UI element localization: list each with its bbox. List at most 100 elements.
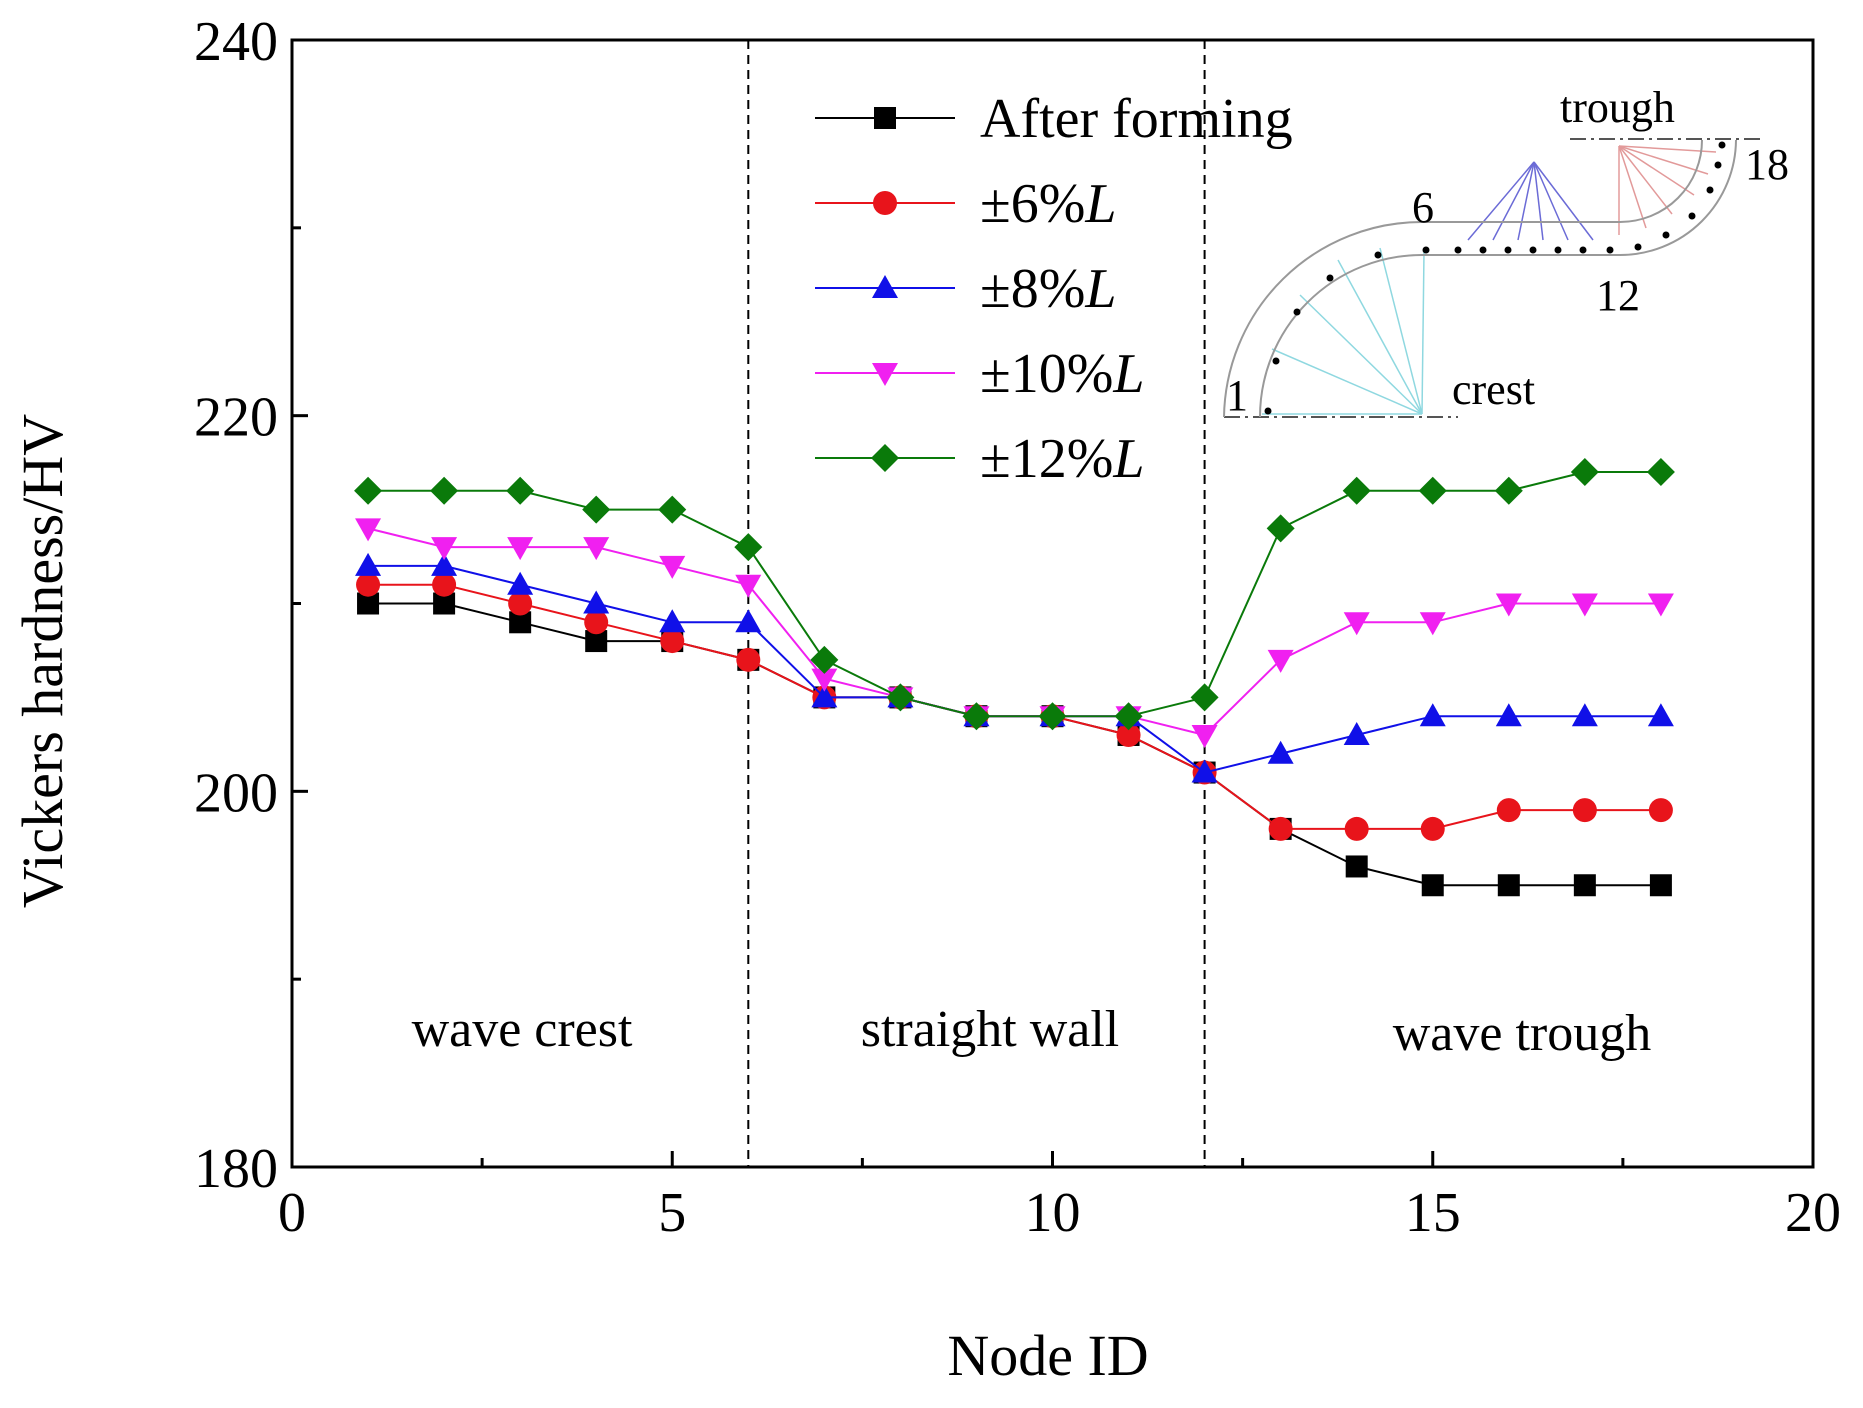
- legend-marker: [874, 107, 896, 129]
- inset-label-crest: crest: [1452, 365, 1535, 414]
- data-point: [509, 611, 532, 634]
- legend-marker: [871, 444, 899, 472]
- data-point: [1496, 798, 1521, 823]
- data-point: [1038, 702, 1067, 731]
- data-point: [585, 630, 608, 653]
- data-point: [1343, 612, 1370, 636]
- data-point: [811, 668, 838, 692]
- legend-label: After forming: [980, 88, 1293, 150]
- data-point: [1418, 476, 1447, 505]
- series-layer: [354, 458, 1675, 897]
- x-tick-label: 10: [1025, 1182, 1081, 1244]
- data-point: [1571, 703, 1598, 727]
- inset-label-6: 6: [1412, 183, 1434, 232]
- data-point: [1648, 798, 1673, 823]
- data-point: [1495, 593, 1522, 617]
- inset-label-1: 1: [1226, 371, 1248, 420]
- plot-frame: [290, 38, 1815, 1169]
- y-tick-label: 220: [194, 387, 278, 449]
- data-point: [584, 610, 609, 635]
- inset-profile-outer: [1223, 139, 1703, 418]
- legend-entry: ±10%L: [815, 343, 1145, 405]
- data-point: [583, 590, 610, 614]
- inset-crest-fan: [1262, 247, 1425, 415]
- data-point: [659, 555, 686, 579]
- data-point: [1647, 593, 1674, 617]
- data-point: [354, 476, 383, 505]
- legend: After forming ±6%L ±8%L ±10%L ±12%L: [815, 88, 1293, 490]
- region-dividers: [747, 40, 1206, 1167]
- y-axis-label: Vickers hardness/HV: [10, 414, 75, 908]
- legend-marker: [872, 275, 898, 298]
- data-point: [1191, 724, 1218, 748]
- data-point: [1647, 703, 1674, 727]
- y-tick-label: 240: [194, 11, 278, 73]
- data-point: [582, 495, 611, 524]
- data-point: [356, 572, 381, 597]
- legend-marker: [872, 363, 898, 386]
- legend-entry: ±8%L: [815, 258, 1117, 320]
- inset-label-12: 12: [1596, 271, 1640, 320]
- data-point: [508, 591, 533, 616]
- data-point: [1268, 816, 1293, 841]
- data-point: [1114, 702, 1143, 731]
- data-point: [1116, 722, 1141, 747]
- inset-profile-inner: [1259, 139, 1737, 418]
- x-tick-label: 0: [278, 1182, 306, 1244]
- inset-trough-fan: [1618, 145, 1717, 235]
- data-point: [430, 476, 459, 505]
- data-point: [1266, 514, 1295, 543]
- data-point: [1570, 458, 1599, 487]
- data-point: [507, 537, 534, 561]
- data-point: [736, 647, 761, 672]
- data-point: [1571, 593, 1598, 617]
- data-point: [735, 609, 762, 633]
- data-point: [1649, 874, 1672, 897]
- data-point: [1419, 703, 1446, 727]
- data-point: [507, 571, 534, 595]
- data-point: [583, 537, 610, 561]
- data-point: [431, 537, 458, 561]
- data-point: [660, 629, 685, 654]
- data-point: [506, 476, 535, 505]
- data-point: [962, 702, 991, 731]
- data-point: [1419, 612, 1446, 636]
- data-point: [432, 572, 457, 597]
- data-point: [734, 533, 763, 562]
- region-label-straight-wall: straight wall: [861, 1001, 1120, 1058]
- data-point: [810, 645, 839, 674]
- data-point: [1420, 816, 1445, 841]
- inset-schematic: trough 18 6 12 1 crest: [1223, 83, 1789, 420]
- data-point: [1572, 798, 1597, 823]
- data-point: [1267, 649, 1294, 673]
- data-point: [659, 609, 686, 633]
- data-point: [355, 552, 382, 576]
- data-point: [431, 552, 458, 576]
- data-point: [1343, 721, 1370, 745]
- data-point: [1190, 683, 1219, 712]
- x-tick-label: 15: [1405, 1182, 1461, 1244]
- data-point: [355, 518, 382, 542]
- legend-marker: [873, 191, 897, 215]
- x-axis-label: Node ID: [947, 1323, 1148, 1388]
- legend-label: ±6%L: [980, 173, 1117, 235]
- data-point: [735, 574, 762, 598]
- data-point: [886, 683, 915, 712]
- data-point: [1646, 458, 1675, 487]
- region-label-wave-crest: wave crest: [412, 1001, 633, 1058]
- x-tick-label: 5: [658, 1182, 686, 1244]
- data-point: [811, 684, 838, 708]
- data-point: [1267, 740, 1294, 764]
- y-tick-label: 200: [194, 762, 278, 824]
- data-point: [658, 495, 687, 524]
- x-tick-label: 20: [1785, 1182, 1841, 1244]
- x-ticks: 0 5 10 15 20: [278, 1151, 1841, 1244]
- y-tick-label: 180: [194, 1138, 278, 1200]
- inset-straight-fan: [1467, 161, 1594, 241]
- legend-label: ±12%L: [980, 428, 1145, 490]
- data-point: [433, 592, 456, 615]
- legend-entry: ±6%L: [815, 173, 1117, 235]
- inset-label-trough: trough: [1560, 83, 1675, 132]
- series-5: [354, 458, 1675, 731]
